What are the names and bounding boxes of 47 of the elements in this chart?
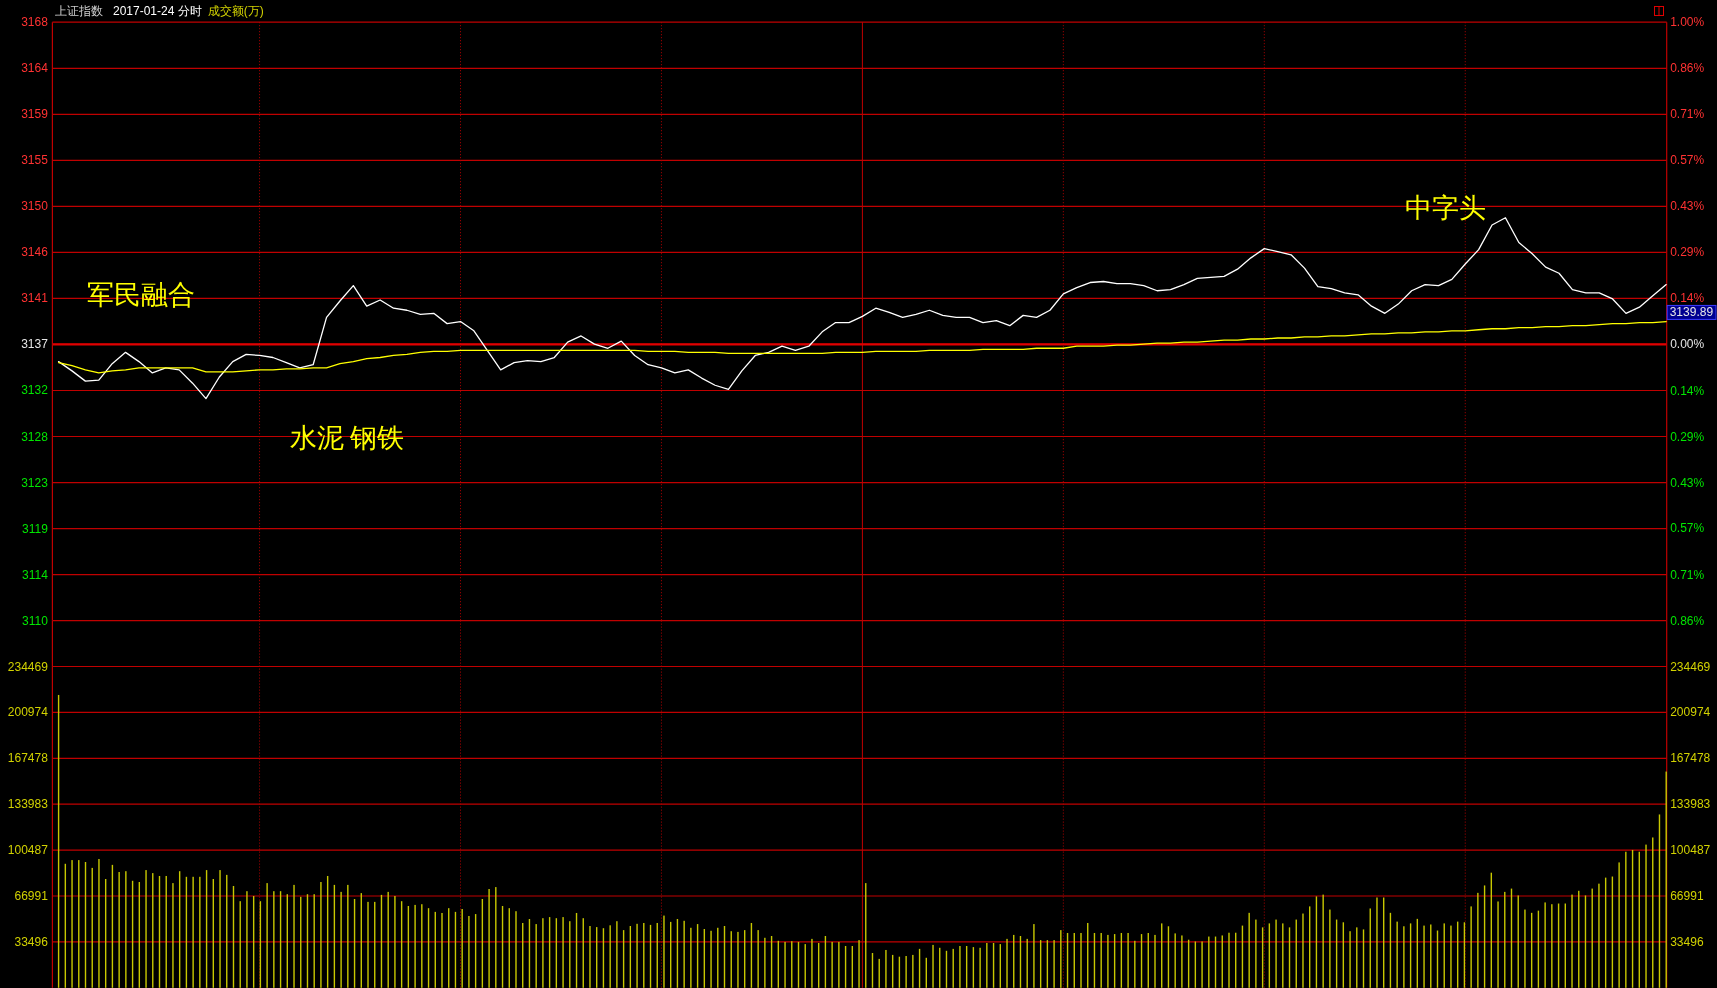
y-tick-label: 167478 [7, 751, 49, 766]
y-tick-label: 100487 [7, 843, 49, 858]
y-tick-label: 3110 [22, 613, 49, 628]
y2-tick-label: 0.86% [1670, 613, 1705, 628]
y2-tick-label: 133983 [1670, 797, 1711, 812]
y-tick-label: 3137 [21, 337, 49, 352]
y-tick-label: 3150 [21, 199, 49, 214]
y2-tick-label: 200974 [1670, 705, 1711, 720]
y2-tick-label: 0.71% [1670, 567, 1705, 582]
y2-tick-label: 234469 [1670, 659, 1711, 674]
y2-tick-label: 1.00% [1670, 15, 1705, 30]
y2-tick-label: 0.43% [1670, 199, 1705, 214]
chart-subtitle: 2017-01-24 分时 [113, 4, 202, 18]
y-tick-label: 3159 [21, 107, 49, 122]
y2-tick-label: 0.57% [1670, 521, 1705, 536]
y-tick-label: 200974 [7, 705, 49, 720]
y-tick-label: 3146 [21, 245, 49, 260]
y-tick-label: 133983 [7, 797, 49, 812]
line-series [57, 320, 1667, 374]
y-tick-label: 3164 [21, 61, 49, 76]
y2-tick-label: 0.43% [1670, 475, 1705, 490]
y2-tick-label: 167478 [1670, 751, 1711, 766]
y2-tick-label: 0.00% [1670, 337, 1705, 352]
y2-tick-label: 66991 [1670, 889, 1704, 903]
y2-tick-label: 0.14% [1670, 291, 1705, 306]
y-tick-label: 234469 [7, 659, 49, 674]
y2-tick-label: 0.71% [1670, 107, 1705, 122]
y2-tick-label: 0.86% [1670, 61, 1705, 76]
y-tick-label: 3132 [21, 383, 49, 398]
y-tick-label: 33496 [14, 934, 49, 949]
y-tick-label: 3128 [21, 429, 49, 444]
y2-tick-label: 0.29% [1670, 429, 1705, 444]
y-tick-label: 3123 [21, 475, 49, 490]
text: 成交额(万) [207, 4, 264, 18]
y2-tick-label: 33496 [1670, 934, 1704, 949]
y-tick-label: 3119 [22, 521, 49, 536]
y-tick-label: 66991 [14, 889, 49, 903]
y-tick-label: 3141 [21, 291, 49, 306]
text: 3139.89 [1669, 305, 1714, 320]
y2-tick-label: 0.29% [1670, 245, 1705, 260]
y2-tick-label: 0.57% [1670, 153, 1705, 168]
y-tick-label: 3168 [21, 15, 49, 30]
y2-tick-label: 100487 [1670, 843, 1711, 858]
chart-title: 上证指数 [55, 4, 103, 18]
y-tick-label: 3114 [22, 567, 49, 582]
y-tick-label: 3155 [21, 153, 49, 168]
y2-tick-label: 0.14% [1670, 383, 1705, 398]
